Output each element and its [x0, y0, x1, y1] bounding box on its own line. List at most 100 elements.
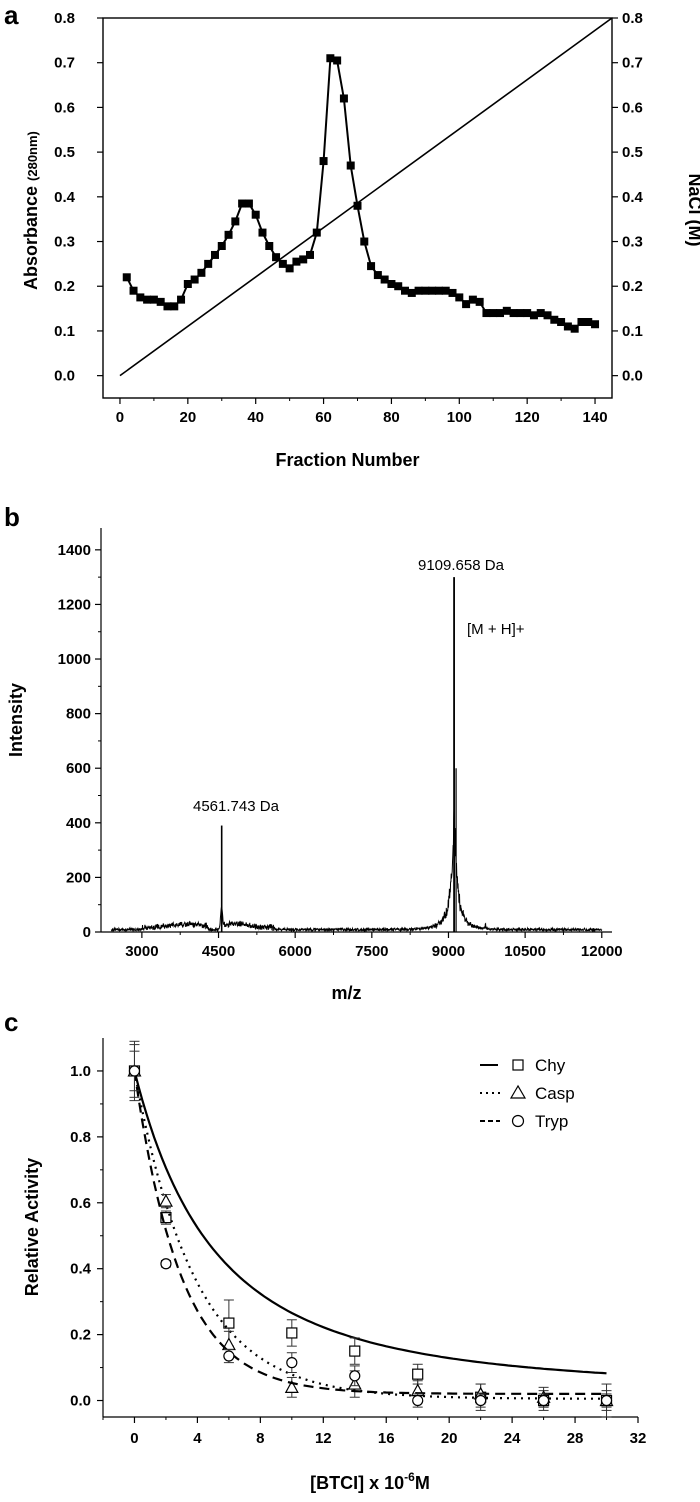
x-tick-label: 20	[179, 409, 196, 426]
point-chy	[412, 1368, 424, 1380]
x-tick-label: 100	[447, 409, 472, 426]
absorbance-point	[557, 318, 566, 326]
y-axis-label: Absorbance (280nm)	[21, 131, 41, 290]
point-casp	[284, 1380, 299, 1393]
y-tick-label: 0.0	[54, 368, 75, 385]
y2-tick-label: 0.6	[622, 99, 643, 116]
panel-c-letter: c	[4, 1007, 18, 1037]
fit-curve-chy	[133, 1070, 607, 1375]
y-tick-label: 1.0	[70, 1063, 91, 1080]
point-tryp	[286, 1357, 298, 1369]
absorbance-point	[319, 157, 328, 166]
x-tick-label: 8	[256, 1430, 264, 1447]
panel-a-letter: a	[4, 0, 19, 30]
absorbance-point	[414, 286, 423, 295]
point-tryp	[600, 1394, 613, 1407]
y2-tick-label: 0.1	[622, 323, 643, 340]
y-tick-label: 200	[66, 869, 91, 886]
absorbance-point	[482, 309, 491, 318]
y2-axis-label: NaCl (M)	[685, 174, 700, 247]
y-tick-label: 0.8	[70, 1129, 91, 1146]
y2-tick-label: 0.4	[622, 189, 644, 206]
y-tick-label: 1400	[58, 542, 91, 559]
x-tick-label: 3000	[125, 943, 158, 960]
absorbance-point	[231, 217, 240, 226]
absorbance-point	[543, 311, 552, 320]
x-tick-label: 9000	[432, 943, 465, 960]
legend-marker-casp	[509, 1084, 527, 1099]
absorbance-point	[401, 286, 410, 295]
annotation-mh: [M + H]+	[467, 621, 525, 638]
y2-tick-label: 0.8	[622, 10, 643, 27]
absorbance-point	[570, 324, 579, 333]
y-tick-label: 0.0	[70, 1393, 91, 1410]
y-tick-label: 0.8	[54, 10, 75, 27]
absorbance-point	[462, 300, 471, 309]
panel-a-chart: a 0 20 40 60 80 100 120 140 0.0 0.1 0.2 0.3 0.4 0.5 0.…	[4, 0, 700, 470]
absorbance-point	[563, 322, 572, 331]
absorbance-point	[170, 302, 179, 311]
y-tick-label: 0.2	[70, 1327, 91, 1344]
y2-tick-label: 0.5	[622, 144, 643, 161]
absorbance-point	[326, 54, 335, 63]
y-tick-label: 0.6	[70, 1195, 91, 1212]
absorbance-point	[149, 295, 158, 304]
panel-b-letter: b	[4, 502, 20, 532]
absorbance-point	[210, 250, 219, 259]
absorbance-point	[251, 210, 260, 219]
y2-tick-label: 0.2	[622, 278, 643, 295]
point-tryp	[128, 1065, 141, 1077]
absorbance-point	[238, 199, 247, 208]
fit-curve-tryp	[133, 1070, 607, 1395]
y-tick-label: 1000	[58, 651, 91, 668]
absorbance-point	[550, 315, 559, 324]
absorbance-point	[523, 309, 532, 318]
y-tick-label: 0.7	[54, 55, 75, 72]
absorbance-point	[177, 295, 186, 304]
absorbance-point	[224, 230, 233, 239]
absorbance-point	[509, 309, 518, 318]
x-tick-label: 60	[315, 409, 332, 426]
x-tick-label: 0	[130, 1430, 138, 1447]
absorbance-point	[468, 295, 477, 304]
absorbance-point	[163, 302, 172, 311]
x-tick-label: 32	[630, 1430, 647, 1447]
legend-marker-tryp	[511, 1114, 525, 1128]
point-chy	[286, 1327, 298, 1339]
absorbance-point	[489, 309, 498, 318]
absorbance-point	[428, 286, 437, 295]
absorbance-point	[122, 273, 131, 282]
y-tick-label: 0.3	[54, 234, 75, 251]
absorbance-point	[455, 293, 464, 302]
y-tick-label: 400	[66, 815, 91, 832]
absorbance-point	[536, 309, 545, 318]
x-tick-label: 120	[515, 409, 540, 426]
annotation-peak-9109: 9109.658 Da	[418, 557, 505, 574]
absorbance-point	[299, 255, 308, 264]
absorbance-point	[407, 288, 416, 297]
y-tick-label: 0.1	[54, 323, 75, 340]
legend-label-tryp: Tryp	[535, 1112, 568, 1131]
absorbance-point	[204, 259, 213, 268]
absorbance-point	[591, 320, 600, 329]
point-chy	[349, 1345, 361, 1357]
point-casp	[158, 1193, 173, 1207]
x-tick-label: 40	[247, 409, 264, 426]
point-chy	[223, 1317, 235, 1329]
point-tryp	[412, 1394, 424, 1407]
y2-tick-label: 0.7	[622, 55, 643, 72]
absorbance-point	[272, 253, 281, 262]
absorbance-point	[258, 228, 267, 237]
x-tick-label: 16	[378, 1430, 395, 1447]
x-tick-label: 80	[383, 409, 400, 426]
absorbance-point	[129, 286, 138, 295]
x-tick-label: 28	[567, 1430, 584, 1447]
absorbance-point	[346, 161, 355, 170]
absorbance-point	[387, 280, 396, 288]
absorbance-point	[475, 297, 484, 306]
y-tick-label: 0.4	[70, 1261, 92, 1278]
y-tick-label: 0	[83, 924, 91, 941]
y-tick-label: 1200	[58, 596, 91, 613]
x-tick-label: 0	[116, 409, 124, 426]
absorbance-point	[516, 309, 525, 318]
